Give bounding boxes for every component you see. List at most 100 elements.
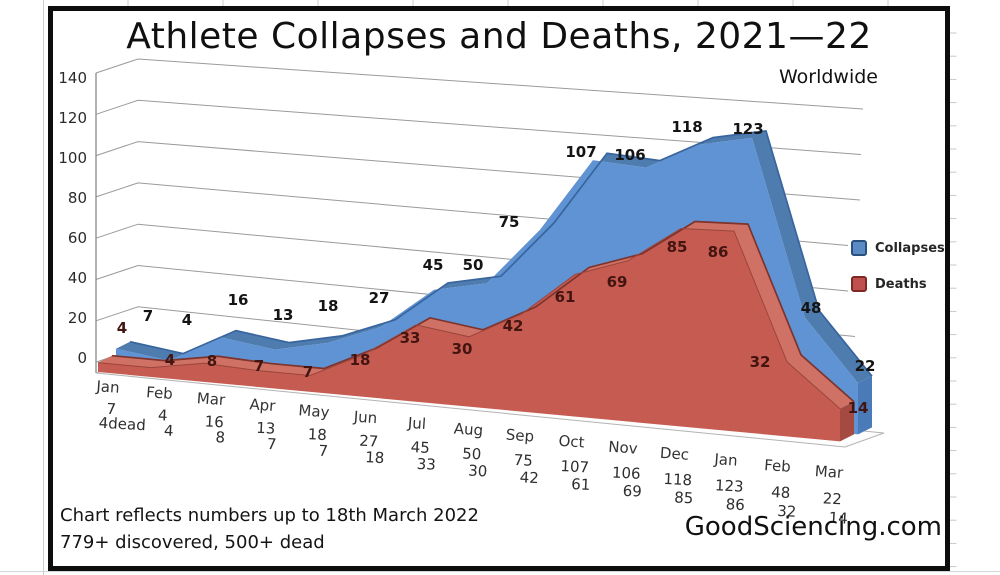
deaths-data-label: 86 xyxy=(708,243,729,261)
legend-label-collapses: Collapses xyxy=(875,240,945,256)
collapses-data-label: 18 xyxy=(318,297,339,315)
deaths-data-label: 4 xyxy=(165,351,175,369)
deaths-data-label: 30 xyxy=(452,340,473,358)
x-axis-collapses-value: 18 xyxy=(307,425,327,444)
x-axis-collapses-value: 22 xyxy=(822,489,842,508)
collapses-data-label: 45 xyxy=(423,256,444,274)
y-axis-tick-label: 140 xyxy=(58,69,87,87)
collapses-data-label: 7 xyxy=(143,307,153,325)
deaths-swatch-icon xyxy=(851,276,867,292)
collapses-data-label: 118 xyxy=(671,118,702,136)
legend-item-collapses: Collapses xyxy=(851,240,945,256)
x-axis-deaths-value: 33 xyxy=(416,455,436,474)
deaths-data-label: 42 xyxy=(503,317,524,335)
x-axis-collapses-value: 7 xyxy=(106,400,116,418)
x-axis-collapses-value: 123 xyxy=(714,476,744,495)
x-axis-month-label: Mar xyxy=(196,389,226,409)
collapses-data-label: 106 xyxy=(614,146,645,164)
collapses-side-face xyxy=(858,376,872,435)
x-axis-month-label: Apr xyxy=(249,395,277,415)
x-axis-month-label: Sep xyxy=(505,426,534,446)
x-axis-deaths-value: 32 xyxy=(777,502,797,521)
deaths-data-label: 18 xyxy=(350,351,371,369)
collapses-data-label: 107 xyxy=(565,143,596,161)
collapses-data-label: 16 xyxy=(228,291,249,309)
collapses-data-label: 13 xyxy=(273,306,294,324)
x-axis-deaths-value: 4 xyxy=(164,421,174,439)
x-axis-collapses-value: 48 xyxy=(771,483,791,502)
x-axis-month-label: May xyxy=(298,401,330,421)
legend-label-deaths: Deaths xyxy=(875,276,927,292)
legend-item-deaths: Deaths xyxy=(851,276,927,292)
gridline xyxy=(95,58,864,110)
x-axis-month-label: Jun xyxy=(352,407,378,427)
y-axis-tick-label: 100 xyxy=(58,149,87,167)
x-axis-month-label: Feb xyxy=(764,456,792,476)
y-axis-tick-label: 60 xyxy=(68,229,87,247)
deaths-side-face xyxy=(840,401,854,442)
x-axis-month-label: Mar xyxy=(814,462,844,482)
deaths-data-label: 14 xyxy=(848,399,869,417)
x-axis-deaths-value: 61 xyxy=(571,475,591,494)
x-axis-deaths-value: 85 xyxy=(674,488,694,507)
chart-subtitle: Worldwide xyxy=(778,66,878,88)
deaths-data-label: 69 xyxy=(607,273,628,291)
collapses-data-label: 123 xyxy=(732,120,763,138)
deaths-data-label: 7 xyxy=(254,357,264,375)
y-axis-tick-label: 120 xyxy=(58,109,87,127)
x-axis-collapses-value: 27 xyxy=(359,432,379,451)
collapses-data-label: 4 xyxy=(182,311,192,329)
collapses-data-label: 48 xyxy=(801,299,822,317)
footer-note-line1: Chart reflects numbers up to 18th March … xyxy=(60,505,479,526)
x-axis-month-label: Nov xyxy=(608,438,639,458)
y-axis-tick-label: 20 xyxy=(68,309,87,327)
collapses-data-label: 22 xyxy=(855,357,876,375)
deaths-data-label: 33 xyxy=(400,329,421,347)
x-axis-month-label: Dec xyxy=(659,444,689,464)
x-axis-month-label: Feb xyxy=(146,383,174,403)
deaths-front-edge xyxy=(97,227,841,410)
x-axis-deaths-value: 42 xyxy=(519,468,539,487)
y-axis-tick-label: 80 xyxy=(68,189,87,207)
x-axis-collapses-value: 50 xyxy=(462,444,482,463)
y-axis-tick-label: 40 xyxy=(68,269,87,287)
collapses-data-label: 27 xyxy=(369,289,390,307)
x-axis-collapses-value: 75 xyxy=(513,451,533,470)
x-axis-deaths-value: 18 xyxy=(365,448,385,467)
x-axis-collapses-value: 45 xyxy=(410,438,430,457)
x-axis-collapses-value: 118 xyxy=(663,470,693,489)
x-axis-collapses-value: 4 xyxy=(158,406,168,424)
chart-title: Athlete Collapses and Deaths, 2021—22 xyxy=(126,16,872,57)
x-axis-deaths-value: 4dead xyxy=(98,414,146,434)
deaths-data-label: 32 xyxy=(750,353,771,371)
x-axis-month-label: Oct xyxy=(558,432,585,452)
collapses-swatch-icon xyxy=(851,240,867,256)
footer-note-line2: 779+ discovered, 500+ dead xyxy=(60,532,325,553)
deaths-top-edge xyxy=(111,220,855,403)
deaths-data-label: 85 xyxy=(667,238,688,256)
deaths-data-label: 61 xyxy=(555,288,576,306)
x-axis-month-label: Aug xyxy=(453,419,483,439)
deaths-data-label: 8 xyxy=(207,352,217,370)
collapses-data-label: 75 xyxy=(499,213,520,231)
deaths-area xyxy=(98,228,840,442)
x-axis-deaths-value: 14 xyxy=(828,509,848,528)
x-axis-deaths-value: 7 xyxy=(267,435,277,453)
gridline xyxy=(95,99,862,155)
x-axis-collapses-value: 13 xyxy=(256,419,276,438)
x-axis-deaths-value: 86 xyxy=(725,495,745,514)
x-axis-deaths-value: 30 xyxy=(468,462,488,481)
x-axis-collapses-value: 16 xyxy=(204,412,224,431)
x-axis-month-label: Jan xyxy=(713,450,738,470)
x-axis-deaths-value: 8 xyxy=(215,428,225,446)
x-axis-deaths-value: 7 xyxy=(318,442,328,460)
collapses-data-label: 50 xyxy=(463,256,484,274)
x-axis-month-label: Jan xyxy=(95,377,120,397)
x-axis-collapses-value: 106 xyxy=(611,463,641,482)
deaths-data-label: 4 xyxy=(117,319,127,337)
brand-watermark: GoodSciencing.com xyxy=(684,512,942,542)
x-axis-month-label: Jul xyxy=(406,414,426,433)
y-axis-tick-label: 0 xyxy=(77,349,87,367)
